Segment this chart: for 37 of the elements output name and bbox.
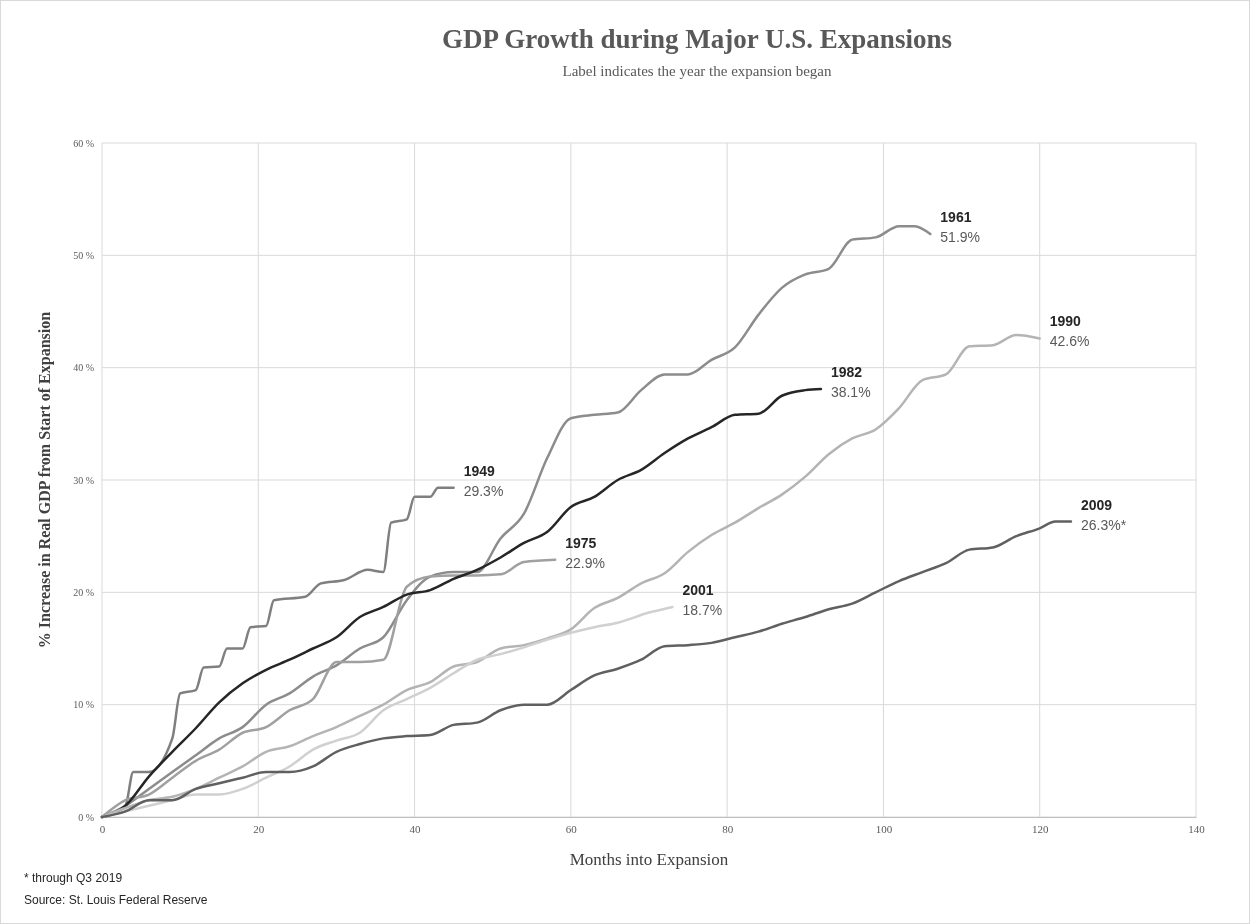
annotation: 29.3% <box>463 482 504 499</box>
source-note: Source: St. Louis Federal Reserve <box>24 893 208 907</box>
annotation: 42.6% <box>1049 333 1090 350</box>
x-tick-label: 80 <box>722 822 734 835</box>
x-axis-title: Months into Expansion <box>569 850 729 869</box>
series-label: 1990 <box>1049 313 1082 330</box>
x-tick-label: 120 <box>1031 822 1049 835</box>
line-series <box>100 520 1073 819</box>
chart-subtitle: Label indicates the year the expansion began <box>562 63 833 79</box>
y-tick-label: 30 % <box>73 474 94 486</box>
y-tick-label: 60 % <box>73 137 94 149</box>
x-tick-label: 140 <box>1188 822 1206 835</box>
x-tick-label: 60 <box>565 822 578 835</box>
y-axis-title: % Increase in Real GDP from Start of Expansion <box>36 311 54 649</box>
x-tick-label: 40 <box>409 822 422 835</box>
y-tick-label: 40 % <box>73 362 94 374</box>
series-label: 2001 <box>682 581 714 598</box>
series-label: 1961 <box>940 208 972 225</box>
annotation: 22.9% <box>565 554 605 571</box>
x-tick-label: 100 <box>875 822 893 835</box>
line-series <box>100 333 1041 819</box>
series-label: 2009 <box>1080 496 1113 513</box>
text: * through Q3 2019 <box>24 871 123 885</box>
y-tick-label: 50 % <box>73 250 94 262</box>
chart-title: GDP Growth during Major U.S. Expansions <box>442 24 952 54</box>
x-tick-label: 20 <box>253 822 265 835</box>
y-tick-label: 0 % <box>78 811 94 823</box>
series-label: 1975 <box>565 534 597 551</box>
annotation: 51.9% <box>940 228 981 245</box>
y-tick-label: 20 % <box>73 587 94 599</box>
annotation: 26.3%* <box>1080 516 1127 533</box>
x-tick-label: 0 <box>99 822 106 835</box>
annotation: 18.7% <box>682 601 723 618</box>
series-label: 1982 <box>830 364 863 381</box>
series-label: 1949 <box>463 462 495 479</box>
y-tick-label: 10 % <box>73 699 94 711</box>
annotation: 38.1% <box>830 384 871 401</box>
